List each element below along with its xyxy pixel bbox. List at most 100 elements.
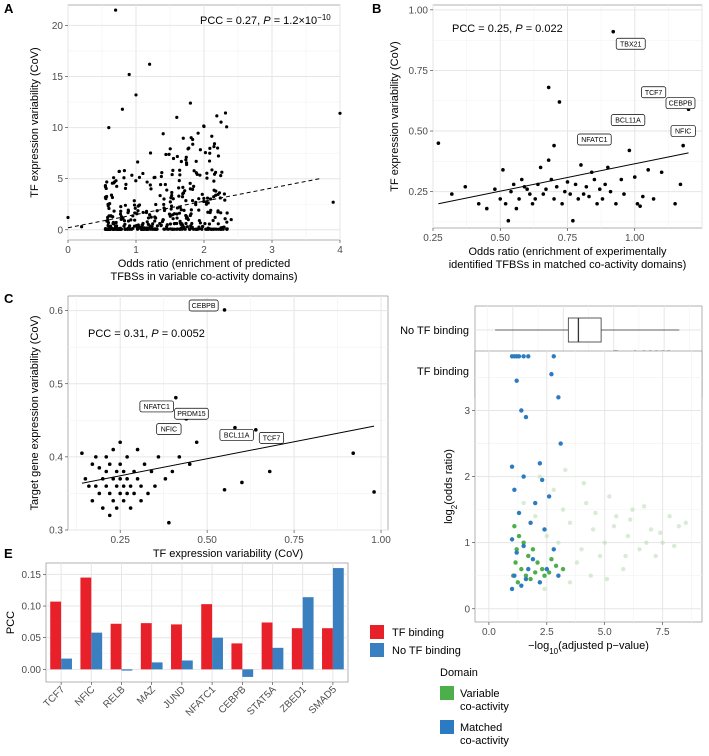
matched-domain-point — [509, 464, 515, 469]
data-point — [544, 187, 548, 192]
data-point — [137, 226, 141, 230]
data-point — [205, 176, 209, 180]
data-point — [552, 197, 556, 201]
faded-data-point — [597, 553, 603, 559]
variable-domain-point — [519, 566, 524, 572]
data-point — [136, 160, 140, 164]
data-point — [184, 199, 188, 203]
data-point — [125, 491, 129, 496]
matched-domain-point — [509, 537, 515, 542]
data-point — [509, 189, 513, 194]
data-point — [171, 168, 175, 172]
variable-domain-point — [512, 523, 517, 529]
category-label: JUND — [161, 684, 188, 711]
data-point — [216, 209, 220, 213]
y-tick-label: 0 — [464, 604, 470, 615]
data-point — [214, 189, 218, 193]
matched-domain-point — [537, 461, 543, 466]
data-point — [597, 187, 602, 192]
data-point — [493, 187, 497, 192]
data-point — [128, 484, 133, 488]
data-point — [646, 168, 650, 172]
data-point — [123, 203, 128, 207]
data-point — [571, 218, 575, 223]
data-point — [216, 227, 220, 231]
data-point — [104, 455, 109, 459]
faded-data-point — [676, 523, 682, 529]
point-label-box — [670, 125, 696, 137]
data-point — [185, 216, 189, 220]
y-label-part: (odds ratio) — [443, 449, 455, 505]
category-label: TF binding — [417, 366, 469, 378]
category-label: No TF binding — [400, 325, 469, 337]
data-point — [603, 182, 607, 187]
data-point — [180, 222, 184, 226]
data-point — [579, 163, 583, 167]
y-tick-label: 0.15 — [22, 570, 42, 581]
y-tick-label: 0.50 — [409, 127, 429, 138]
regression-line — [67, 178, 320, 229]
data-point — [450, 192, 454, 196]
matched-domain-point — [512, 573, 517, 578]
data-point — [162, 197, 166, 201]
data-point — [114, 484, 119, 488]
data-point — [97, 491, 102, 496]
matched-domain-point — [521, 474, 526, 479]
data-point — [155, 209, 159, 213]
data-point — [80, 451, 84, 456]
bar-no-tf-binding — [272, 647, 284, 670]
data-point — [159, 174, 163, 179]
category-label: RELB — [101, 684, 127, 710]
bar-no-tf-binding — [242, 669, 254, 677]
bar-tf-binding — [80, 577, 92, 670]
bar-tf-binding — [322, 628, 333, 670]
data-point — [503, 201, 508, 206]
faded-data-point — [602, 540, 607, 545]
faded-data-point — [604, 576, 610, 582]
data-point — [189, 212, 193, 216]
data-point — [171, 156, 176, 161]
faded-data-point — [623, 553, 628, 559]
y-tick-label: 0.5 — [49, 379, 63, 390]
faded-data-point — [621, 566, 626, 572]
plot-area — [474, 350, 703, 623]
data-point — [118, 462, 122, 466]
x-axis-label: −log10(adjusted p−value) — [528, 640, 649, 656]
data-point — [112, 227, 117, 231]
category-label: NFATC1 — [184, 684, 219, 719]
data-point — [119, 209, 123, 213]
annotation-prefix: PCC = 0.27, — [200, 15, 263, 27]
data-point — [225, 211, 229, 215]
category-label: NFIC — [73, 684, 97, 708]
bar-no-tf-binding — [151, 662, 163, 670]
data-point — [514, 206, 519, 211]
data-point — [225, 125, 229, 129]
data-point — [517, 197, 521, 201]
data-point — [105, 180, 109, 184]
data-point — [177, 179, 181, 183]
matched-domain-point — [556, 395, 561, 400]
data-point — [149, 187, 153, 191]
data-point — [175, 206, 180, 210]
matched-domain-point — [539, 477, 545, 483]
point-label: PRDM15 — [174, 407, 209, 420]
annotation-p: P — [263, 15, 271, 27]
data-point — [632, 175, 637, 179]
faded-data-point — [567, 580, 573, 585]
data-point — [485, 206, 489, 211]
data-point — [180, 226, 185, 230]
data-point — [170, 469, 175, 474]
data-point — [197, 197, 201, 201]
data-point — [635, 201, 640, 206]
data-point — [188, 181, 192, 185]
annotation-value: = 0.022 — [523, 23, 563, 35]
y-tick-label: 5 — [57, 174, 63, 185]
data-point — [619, 177, 624, 182]
data-point — [175, 154, 179, 159]
data-point — [216, 146, 220, 150]
x-tick-label: 0.25 — [110, 535, 130, 546]
data-point — [177, 455, 182, 459]
plot-area — [67, 295, 389, 531]
data-point — [225, 220, 229, 224]
